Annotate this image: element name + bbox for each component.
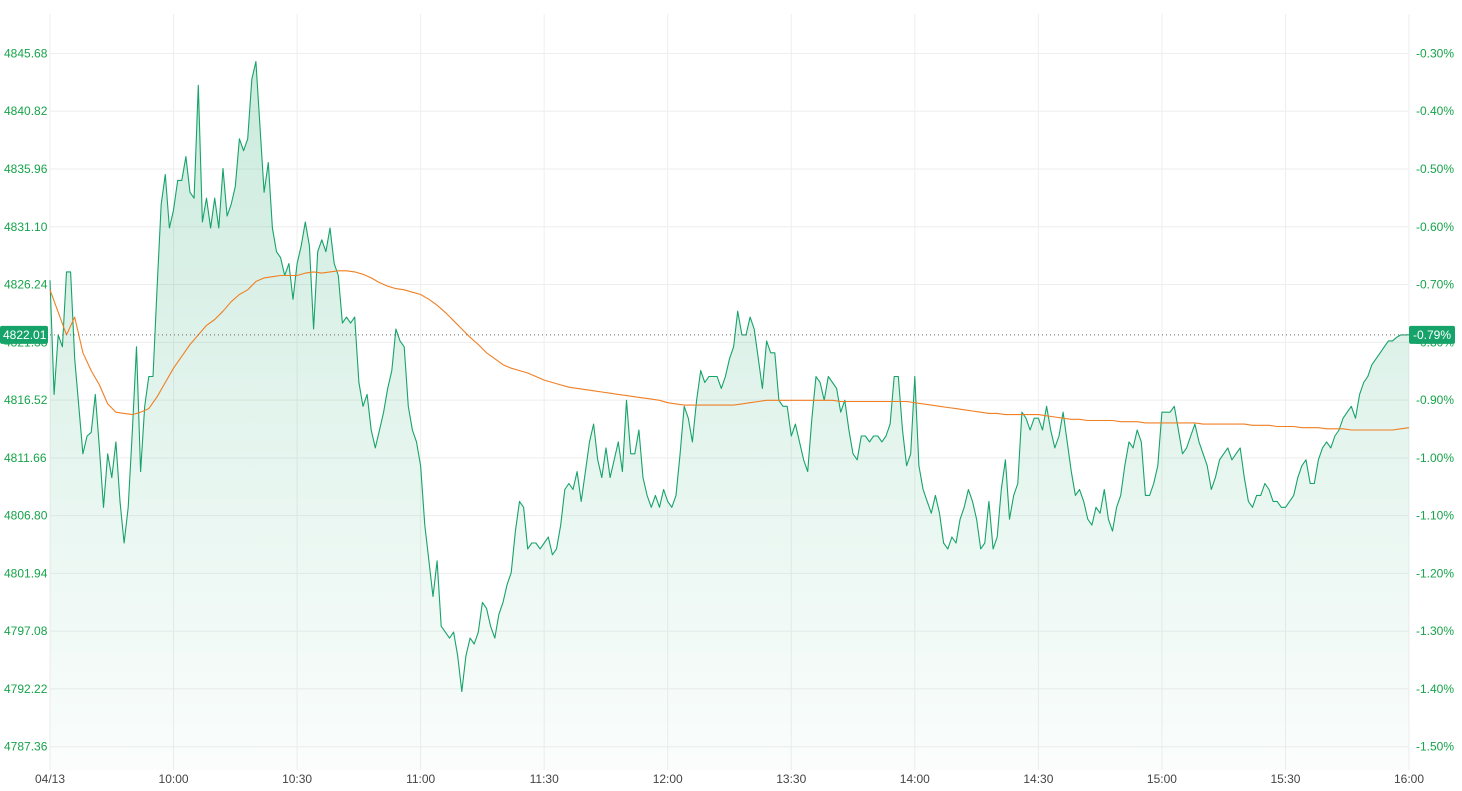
current-pct-label: -0.79% (1413, 328, 1451, 342)
time-tick-label-7: 14:00 (900, 772, 930, 786)
time-tick-label-6: 13:30 (776, 772, 806, 786)
price-tick-label-8: 4806.80 (4, 509, 48, 523)
price-tick-label-0: 4845.68 (4, 46, 48, 60)
price-tick-label-3: 4831.10 (4, 220, 48, 234)
time-tick-label-9: 15:00 (1147, 772, 1177, 786)
percent-tick-label-3: -0.60% (1416, 220, 1454, 234)
percent-tick-label-1: -0.40% (1416, 104, 1454, 118)
percent-tick-label-7: -1.00% (1416, 451, 1454, 465)
percent-tick-label-9: -1.20% (1416, 566, 1454, 580)
price-tick-label-2: 4835.96 (4, 162, 48, 176)
time-axis: 04/13 10:00 10:30 11:00 11:30 12:00 13:30 14:00… (35, 772, 1424, 786)
time-tick-label-5: 12:00 (653, 772, 683, 786)
percent-tick-label-8: -1.10% (1416, 509, 1454, 523)
current-value-badges: 4822.01 -0.79% (0, 325, 1455, 344)
price-line (49, 60, 1410, 693)
percent-tick-label-0: -0.30% (1416, 46, 1454, 60)
price-tick-label-1: 4840.82 (4, 104, 48, 118)
price-tick-label-11: 4792.22 (4, 682, 48, 696)
percent-tick-label-6: -0.90% (1416, 393, 1454, 407)
current-price-badge (0, 325, 48, 344)
time-tick-label-3: 11:00 (406, 772, 435, 786)
current-price-label: 4822.01 (3, 328, 47, 342)
time-tick-label-0: 04/13 (35, 772, 65, 786)
price-tick-label-12: 4787.36 (4, 740, 48, 754)
time-tick-label-8: 14:30 (1023, 772, 1053, 786)
price-area (50, 61, 1409, 770)
average-price-line (49, 270, 1410, 431)
percent-tick-label-12: -1.50% (1416, 740, 1454, 754)
left-price-axis: 4845.684840.824835.964831.104826.244821.… (4, 46, 48, 753)
time-tick-label-4: 11:30 (530, 772, 559, 786)
percent-tick-label-4: -0.70% (1416, 278, 1454, 292)
percent-tick-label-11: -1.40% (1416, 682, 1454, 696)
time-tick-label-2: 10:30 (282, 772, 312, 786)
price-tick-label-10: 4797.08 (4, 624, 48, 638)
current-pct-badge (1409, 325, 1455, 344)
right-percent-axis: -0.30%-0.40%-0.50%-0.60%-0.70%-0.80%-0.9… (1416, 46, 1454, 753)
time-tick-label-11: 16:00 (1394, 772, 1424, 786)
percent-tick-label-2: -0.50% (1416, 162, 1454, 176)
price-tick-label-9: 4801.94 (4, 566, 48, 580)
price-tick-label-4: 4826.24 (4, 278, 48, 292)
time-tick-label-1: 10:00 (159, 772, 189, 786)
price-tick-label-6: 4816.52 (4, 393, 48, 407)
time-tick-label-10: 15:30 (1270, 772, 1300, 786)
percent-tick-label-10: -1.30% (1416, 624, 1454, 638)
series-layer (49, 60, 1410, 770)
price-tick-label-7: 4811.66 (4, 451, 47, 465)
